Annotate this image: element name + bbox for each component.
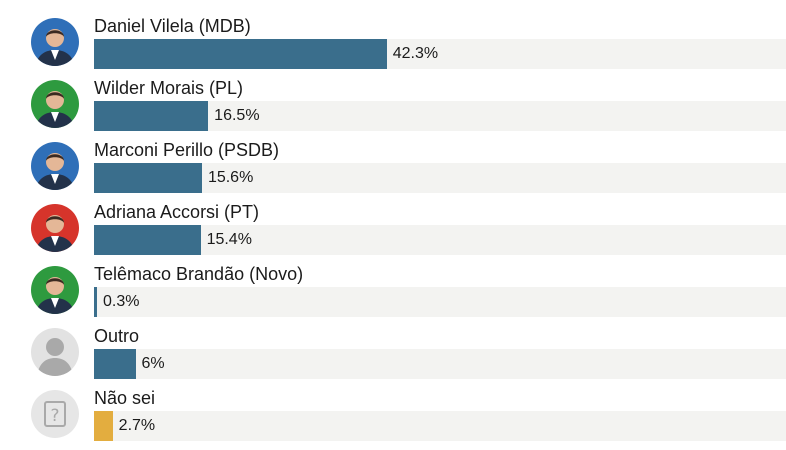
- candidate-avatar: [31, 18, 79, 66]
- chart-row: Wilder Morais (PL) 16.5%: [0, 78, 786, 140]
- chart-row: Daniel Vilela (MDB) 42.3%: [0, 16, 786, 78]
- bar-track: 6%: [94, 349, 786, 379]
- chart-row: Adriana Accorsi (PT) 15.4%: [0, 202, 786, 264]
- category-label: Wilder Morais (PL): [94, 78, 244, 98]
- bar: [94, 349, 136, 379]
- candidate-photo-icon: [31, 18, 79, 66]
- question-mark-icon: ?: [31, 390, 79, 438]
- bar: [94, 225, 201, 255]
- data-label: 0.3%: [103, 293, 140, 310]
- bar: [94, 101, 209, 131]
- category-label: Telêmaco Brandão (Novo): [94, 264, 304, 284]
- bar: [94, 411, 113, 441]
- category-label: Não sei: [94, 388, 156, 408]
- candidate-photo-icon: [31, 142, 79, 190]
- chart-row: Outro 6%: [0, 326, 786, 388]
- category-label: Daniel Vilela (MDB): [94, 16, 251, 36]
- data-label: 15.4%: [206, 231, 252, 248]
- data-label: 16.5%: [214, 107, 260, 124]
- bar: [94, 287, 97, 317]
- data-label: 42.3%: [392, 45, 439, 62]
- chart-row: Marconi Perillo (PSDB) 15.6%: [0, 140, 786, 202]
- bar-track: 15.4%: [94, 225, 786, 255]
- candidate-avatar: [31, 266, 79, 314]
- chart-row: ? Não sei 2.7%: [0, 388, 786, 450]
- svg-text:?: ?: [50, 406, 59, 426]
- category-label: Adriana Accorsi (PT): [94, 202, 260, 222]
- candidate-avatar: [31, 328, 79, 376]
- generic-person-icon: [31, 328, 79, 376]
- bar-track: 2.7%: [94, 411, 786, 441]
- candidate-avatar: [31, 80, 79, 128]
- category-label: Marconi Perillo (PSDB): [94, 140, 280, 160]
- candidate-avatar: ?: [31, 390, 79, 438]
- data-label: 2.7%: [118, 417, 156, 434]
- candidate-photo-icon: [31, 266, 79, 314]
- candidate-avatar: [31, 142, 79, 190]
- bar-track: 42.3%: [94, 39, 786, 69]
- bar-track: 15.6%: [94, 163, 786, 193]
- bar-track: 16.5%: [94, 101, 786, 131]
- data-label: 15.6%: [207, 169, 254, 186]
- category-label: Outro: [94, 326, 140, 346]
- data-label: 6%: [141, 355, 165, 372]
- bar-track: 0.3%: [94, 287, 786, 317]
- candidate-avatar: [31, 204, 79, 252]
- candidate-photo-icon: [31, 204, 79, 252]
- candidate-photo-icon: [31, 80, 79, 128]
- chart-row: Telêmaco Brandão (Novo) 0.3%: [0, 264, 786, 326]
- bar: [94, 39, 387, 69]
- bar: [94, 163, 202, 193]
